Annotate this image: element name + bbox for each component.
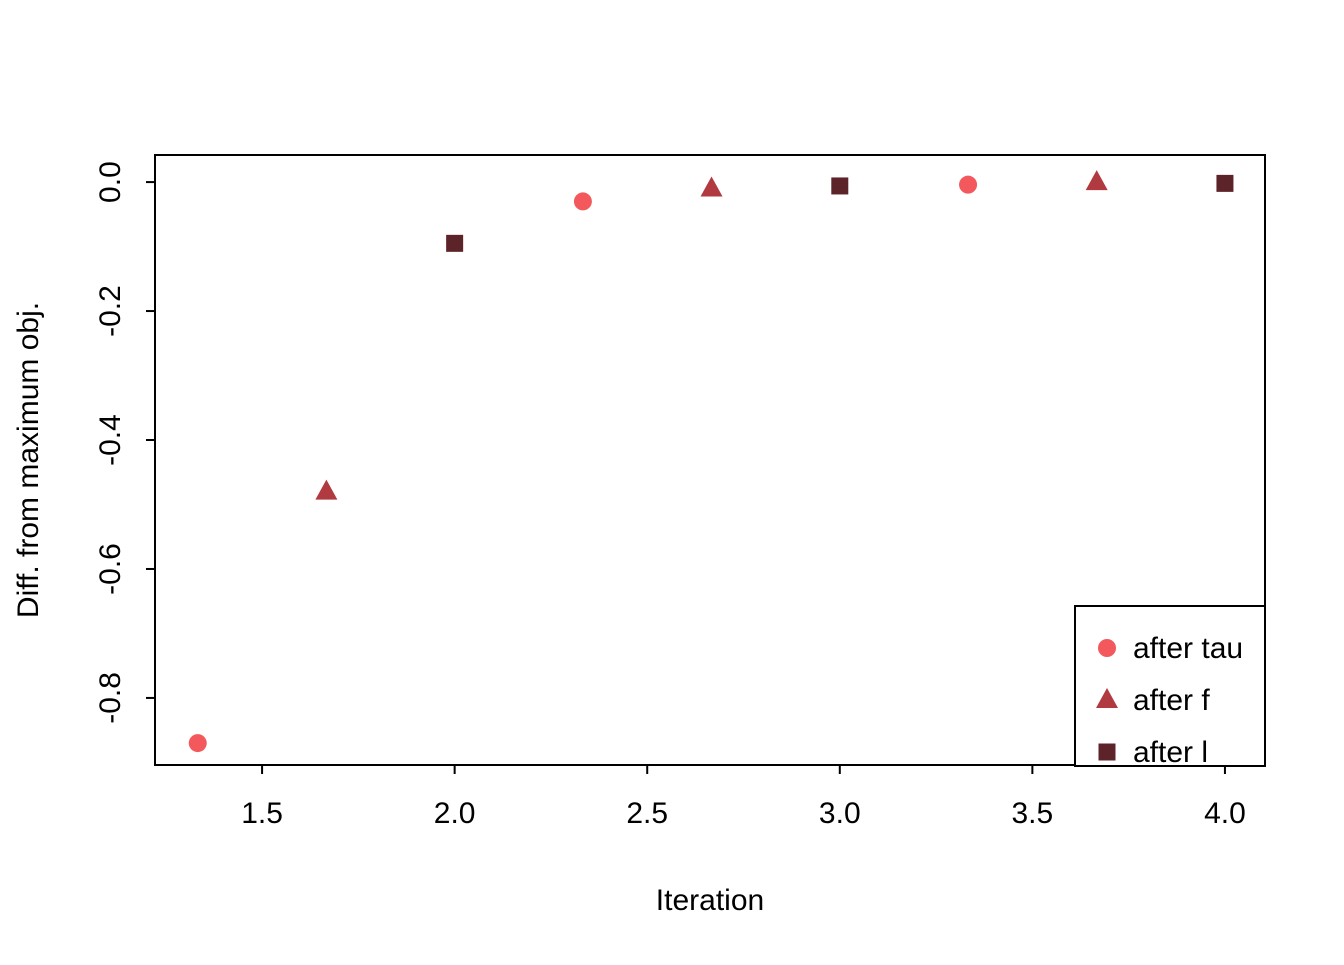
- series-after-f: [315, 170, 1108, 500]
- legend-marker-square: [1098, 743, 1116, 761]
- plot-box: [154, 154, 1266, 766]
- x-tick-label: 3.5: [1012, 797, 1054, 830]
- legend-marker-circle: [1098, 639, 1116, 657]
- y-axis: 0.0 -0.2 -0.4 -0.6 -0.8 Diff. from maximum ob…: [12, 161, 155, 724]
- x-tick-label: 2.0: [434, 797, 476, 830]
- point-after-f: [700, 176, 723, 197]
- point-after-tau: [959, 175, 978, 194]
- point-after-l: [831, 177, 849, 195]
- x-tick-label: 2.5: [626, 797, 668, 830]
- legend-box: [1074, 605, 1266, 767]
- point-after-tau: [573, 192, 592, 211]
- legend-label: after l: [1133, 736, 1208, 769]
- point-after-l: [446, 234, 464, 252]
- legend-label: after f: [1133, 684, 1210, 717]
- y-axis-title: Diff. from maximum obj.: [12, 302, 45, 618]
- y-tick-label: -0.6: [94, 543, 127, 595]
- x-tick-label: 4.0: [1204, 797, 1246, 830]
- series-after-tau: [188, 175, 978, 753]
- y-tick-label: 0.0: [94, 161, 127, 203]
- series-after-l: [446, 174, 1234, 252]
- y-tick-label: -0.4: [94, 414, 127, 466]
- x-axis: 1.5 2.0 2.5 3.0 3.5 4.0 Iteration: [241, 765, 1246, 917]
- point-after-l: [1216, 174, 1234, 192]
- point-after-f: [315, 479, 338, 500]
- legend-marker-triangle: [1096, 688, 1118, 708]
- x-tick-label: 3.0: [819, 797, 861, 830]
- x-tick-label: 1.5: [241, 797, 283, 830]
- x-axis-title: Iteration: [656, 884, 764, 917]
- legend: after tau after f after l: [1074, 605, 1266, 769]
- point-after-tau: [188, 734, 207, 753]
- y-tick-label: -0.8: [94, 672, 127, 724]
- y-tick-label: -0.2: [94, 285, 127, 337]
- legend-label: after tau: [1133, 632, 1243, 665]
- point-after-f: [1085, 170, 1108, 191]
